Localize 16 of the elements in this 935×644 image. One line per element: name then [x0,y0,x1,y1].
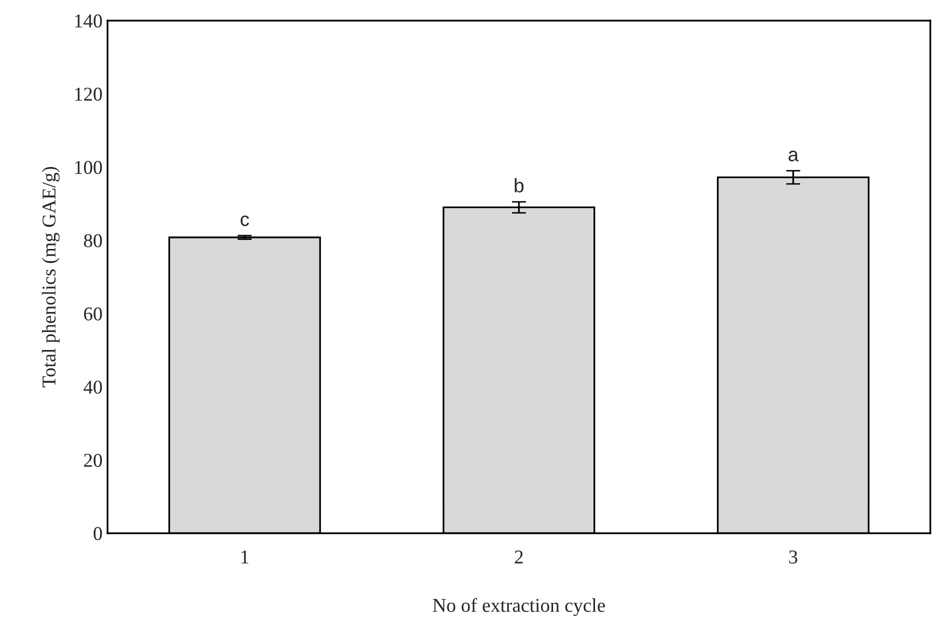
y-tick-label: 140 [75,14,102,28]
annotation: a [788,150,799,162]
x-tick-label: 2 [514,550,523,564]
y-tick-label: 40 [84,380,102,394]
y-tick-label: 20 [84,454,102,467]
y-tick-label: 100 [75,160,102,174]
x-axis-title: No of extraction cycle [432,598,605,616]
y-tick-label: 120 [75,88,102,101]
y-tick-label: 80 [84,234,102,248]
annotation: b [514,178,524,192]
y-tick-label: 60 [84,307,102,320]
x-tick-label: 3 [789,550,798,564]
x-tick-label: 1 [242,550,248,564]
y-axis-title: Total phenolics (mg GAE/g) [42,166,60,388]
y-tick-label: 0 [94,527,102,540]
annotation: c [240,215,250,226]
